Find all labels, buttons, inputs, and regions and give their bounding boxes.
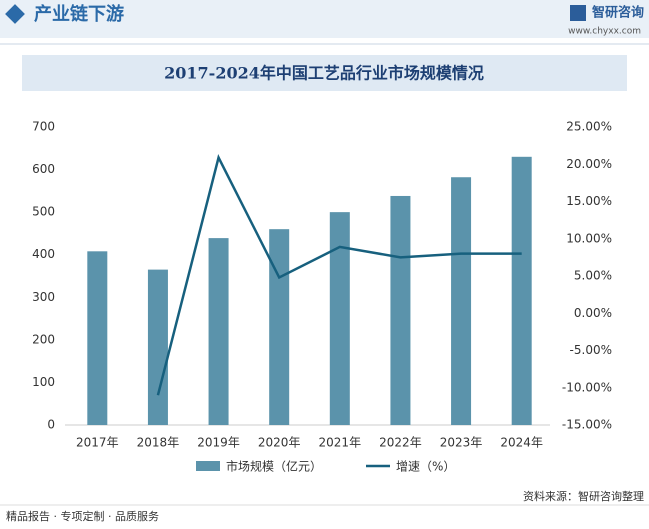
- header-band: [0, 0, 649, 38]
- bar: [451, 177, 472, 425]
- header-title: 产业链下游: [34, 3, 124, 25]
- y2-tick-label: 25.00%: [566, 120, 612, 134]
- y2-tick-label: 20.00%: [566, 157, 612, 171]
- bar: [147, 269, 168, 425]
- header-url: www.chyxx.com: [568, 27, 641, 37]
- bar: [511, 156, 532, 426]
- y2-tick-label: 0.00%: [574, 306, 612, 320]
- y2-tick-label: 10.00%: [566, 231, 612, 245]
- y-tick-label: 600: [32, 162, 55, 176]
- y2-tick-label: -10.00%: [562, 380, 612, 394]
- title-box: [22, 55, 627, 91]
- y-tick-label: 400: [32, 247, 55, 261]
- y-tick-label: 700: [32, 120, 55, 134]
- logo-text: 智研咨询: [592, 5, 644, 21]
- bar: [269, 229, 290, 425]
- y-tick-label: 500: [32, 205, 55, 219]
- bar: [390, 195, 411, 425]
- x-tick-label: 2022年: [379, 436, 422, 450]
- legend-swatch: [196, 461, 220, 471]
- logo-icon: [570, 5, 586, 21]
- y2-tick-label: -15.00%: [562, 418, 612, 432]
- y-tick-label: 100: [32, 375, 55, 389]
- legend-label: 增速（%）: [396, 460, 455, 474]
- y2-tick-label: -5.00%: [570, 343, 612, 357]
- x-tick-label: 2024年: [500, 436, 543, 450]
- footer-band: [0, 503, 649, 525]
- bar: [87, 251, 108, 425]
- x-tick-label: 2017年: [76, 436, 119, 450]
- y-tick-label: 200: [32, 332, 55, 346]
- x-tick-label: 2018年: [137, 436, 180, 450]
- header-icon: [5, 4, 25, 24]
- y2-tick-label: 5.00%: [574, 269, 612, 283]
- x-tick-label: 2023年: [440, 436, 483, 450]
- y-tick-label: 0: [47, 418, 55, 432]
- chart-title: 2017-2024年中国工艺品行业市场规模情况: [164, 64, 484, 83]
- line: [156, 154, 522, 396]
- x-tick-label: 2021年: [319, 436, 362, 450]
- y2-tick-label: 15.00%: [566, 194, 612, 208]
- x-tick-label: 2019年: [197, 436, 240, 450]
- footer-left: 精品报告 · 专项定制 · 品质服务: [6, 509, 159, 523]
- source: 资料来源：智研咨询整理: [523, 489, 644, 503]
- bar: [329, 212, 350, 425]
- x-tick-label: 2020年: [258, 436, 301, 450]
- y-tick-label: 300: [32, 290, 55, 304]
- bar: [208, 238, 229, 425]
- legend-label: 市场规模（亿元）: [226, 459, 322, 474]
